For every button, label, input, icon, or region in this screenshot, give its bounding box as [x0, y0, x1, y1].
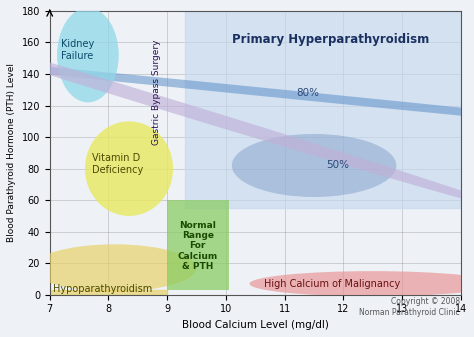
Ellipse shape: [249, 271, 474, 296]
Y-axis label: Blood Parathyroid Hormone (PTH) Level: Blood Parathyroid Hormone (PTH) Level: [7, 63, 16, 242]
Ellipse shape: [85, 121, 173, 216]
Polygon shape: [50, 290, 167, 295]
Polygon shape: [185, 11, 461, 208]
Text: Normal
Range
For
Calcium
& PTH: Normal Range For Calcium & PTH: [178, 221, 218, 271]
Text: 80%: 80%: [296, 88, 319, 98]
Text: High Calcium of Malignancy: High Calcium of Malignancy: [264, 279, 401, 289]
Text: Hypoparathyroidism: Hypoparathyroidism: [53, 284, 152, 294]
Text: Kidney
Failure: Kidney Failure: [62, 39, 95, 61]
Ellipse shape: [0, 0, 474, 216]
Bar: [167, 200, 229, 290]
Text: Primary Hyperparathyroidism: Primary Hyperparathyroidism: [232, 33, 429, 46]
Text: Vitamin D
Deficiency: Vitamin D Deficiency: [92, 153, 143, 175]
X-axis label: Blood Calcium Level (mg/dl): Blood Calcium Level (mg/dl): [182, 320, 329, 330]
Ellipse shape: [57, 8, 119, 102]
Ellipse shape: [232, 134, 396, 197]
Ellipse shape: [32, 244, 197, 292]
Ellipse shape: [0, 32, 474, 154]
Text: Copyright © 2008
Norman Parathyroid Clinic: Copyright © 2008 Norman Parathyroid Clin…: [359, 297, 460, 317]
Text: 50%: 50%: [326, 160, 349, 171]
Text: Gastric Bypass Surgery: Gastric Bypass Surgery: [152, 39, 161, 145]
